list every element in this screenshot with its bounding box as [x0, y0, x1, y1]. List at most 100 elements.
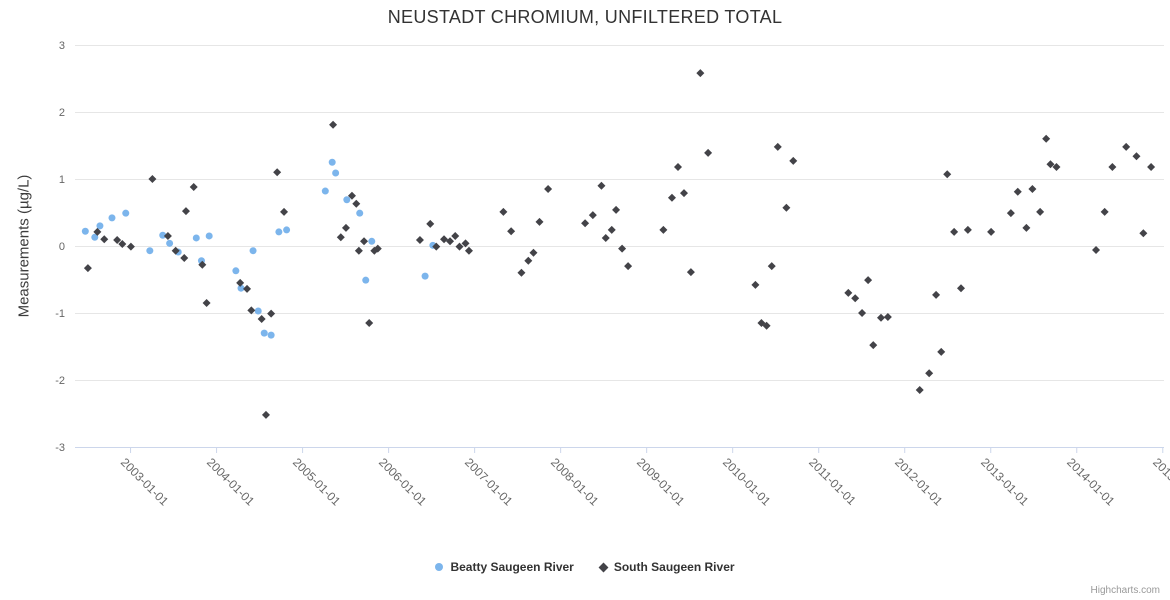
- data-point-series-1[interactable]: [1046, 160, 1055, 169]
- data-point-series-1[interactable]: [451, 231, 460, 240]
- data-point-series-1[interactable]: [524, 256, 533, 265]
- data-point-series-0[interactable]: [122, 209, 130, 217]
- data-point-series-1[interactable]: [956, 284, 965, 293]
- data-point-series-1[interactable]: [257, 315, 266, 324]
- data-point-series-1[interactable]: [236, 278, 245, 287]
- data-point-series-1[interactable]: [163, 231, 172, 240]
- data-point-series-1[interactable]: [243, 284, 252, 293]
- data-point-series-1[interactable]: [925, 369, 934, 378]
- data-point-series-1[interactable]: [883, 313, 892, 322]
- data-point-series-1[interactable]: [601, 233, 610, 242]
- data-point-series-0[interactable]: [205, 232, 213, 240]
- data-point-series-1[interactable]: [354, 246, 363, 255]
- data-point-series-0[interactable]: [332, 169, 340, 177]
- data-point-series-1[interactable]: [267, 309, 276, 318]
- data-point-series-1[interactable]: [1028, 185, 1037, 194]
- data-point-series-0[interactable]: [275, 228, 283, 236]
- data-point-series-1[interactable]: [963, 225, 972, 234]
- data-point-series-1[interactable]: [581, 219, 590, 228]
- data-point-series-0[interactable]: [362, 276, 370, 284]
- data-point-series-1[interactable]: [432, 242, 441, 251]
- data-point-series-0[interactable]: [237, 284, 245, 292]
- data-point-series-1[interactable]: [118, 239, 127, 248]
- data-point-series-0[interactable]: [91, 233, 99, 241]
- data-point-series-1[interactable]: [373, 244, 382, 253]
- data-point-series-1[interactable]: [100, 235, 109, 244]
- data-point-series-1[interactable]: [667, 193, 676, 202]
- data-point-series-1[interactable]: [686, 268, 695, 277]
- data-point-series-0[interactable]: [232, 267, 240, 275]
- data-point-series-1[interactable]: [624, 262, 633, 271]
- data-point-series-1[interactable]: [365, 319, 374, 328]
- data-point-series-1[interactable]: [950, 227, 959, 236]
- data-point-series-1[interactable]: [767, 262, 776, 271]
- data-point-series-1[interactable]: [782, 203, 791, 212]
- data-point-series-1[interactable]: [202, 298, 211, 307]
- data-point-series-1[interactable]: [1006, 209, 1015, 218]
- data-point-series-1[interactable]: [415, 235, 424, 244]
- data-point-series-0[interactable]: [146, 247, 154, 255]
- data-point-series-1[interactable]: [1139, 229, 1148, 238]
- data-point-series-1[interactable]: [352, 199, 361, 208]
- data-point-series-1[interactable]: [535, 217, 544, 226]
- data-point-series-1[interactable]: [858, 309, 867, 317]
- data-point-series-0[interactable]: [267, 331, 275, 339]
- data-point-series-1[interactable]: [762, 321, 771, 330]
- data-point-series-1[interactable]: [83, 264, 92, 273]
- data-point-series-0[interactable]: [81, 227, 89, 235]
- data-point-series-1[interactable]: [426, 219, 435, 228]
- data-point-series-1[interactable]: [198, 260, 207, 269]
- data-point-series-0[interactable]: [356, 209, 364, 217]
- data-point-series-0[interactable]: [260, 329, 268, 337]
- data-point-series-1[interactable]: [440, 235, 449, 244]
- data-point-series-0[interactable]: [368, 237, 376, 245]
- data-point-series-0[interactable]: [159, 231, 167, 239]
- legend-item-beatty-saugeen-river[interactable]: Beatty Saugeen River: [435, 560, 574, 574]
- data-point-series-1[interactable]: [588, 211, 597, 220]
- data-point-series-1[interactable]: [171, 246, 180, 255]
- data-point-series-1[interactable]: [148, 175, 157, 183]
- data-point-series-0[interactable]: [254, 307, 262, 315]
- data-point-series-1[interactable]: [597, 181, 606, 190]
- data-point-series-1[interactable]: [1122, 142, 1131, 151]
- data-point-series-0[interactable]: [108, 214, 116, 222]
- data-point-series-0[interactable]: [249, 247, 257, 255]
- data-point-series-0[interactable]: [166, 239, 174, 247]
- data-point-series-1[interactable]: [1013, 187, 1022, 196]
- data-point-series-1[interactable]: [1100, 207, 1109, 216]
- data-point-series-0[interactable]: [192, 234, 200, 242]
- data-point-series-1[interactable]: [789, 156, 798, 165]
- data-point-series-1[interactable]: [93, 227, 102, 236]
- highcharts-credits-link[interactable]: Highcharts.com: [1090, 585, 1160, 596]
- data-point-series-1[interactable]: [280, 207, 289, 216]
- data-point-series-1[interactable]: [943, 170, 952, 179]
- data-point-series-0[interactable]: [328, 158, 336, 166]
- data-point-series-0[interactable]: [283, 226, 291, 234]
- data-point-series-1[interactable]: [659, 225, 668, 234]
- data-point-series-1[interactable]: [751, 280, 760, 289]
- data-point-series-1[interactable]: [499, 207, 508, 216]
- data-point-series-1[interactable]: [844, 288, 853, 297]
- data-point-series-1[interactable]: [113, 235, 122, 244]
- data-point-series-1[interactable]: [517, 268, 526, 277]
- data-point-series-1[interactable]: [347, 191, 356, 200]
- data-point-series-1[interactable]: [869, 341, 878, 350]
- data-point-series-1[interactable]: [851, 294, 860, 303]
- data-point-series-1[interactable]: [329, 120, 338, 129]
- data-point-series-0[interactable]: [321, 187, 329, 195]
- data-point-series-1[interactable]: [704, 148, 713, 157]
- data-point-series-1[interactable]: [987, 227, 996, 236]
- data-point-series-1[interactable]: [529, 248, 538, 257]
- data-point-series-1[interactable]: [915, 386, 924, 395]
- data-point-series-1[interactable]: [607, 225, 616, 234]
- data-point-series-1[interactable]: [1092, 246, 1101, 255]
- data-point-series-1[interactable]: [618, 244, 627, 253]
- data-point-series-1[interactable]: [247, 306, 256, 315]
- data-point-series-1[interactable]: [273, 168, 282, 177]
- data-point-series-1[interactable]: [446, 237, 455, 246]
- data-point-series-1[interactable]: [696, 69, 705, 78]
- data-point-series-1[interactable]: [461, 239, 470, 248]
- data-point-series-1[interactable]: [673, 162, 682, 171]
- data-point-series-1[interactable]: [1022, 223, 1031, 232]
- data-point-series-1[interactable]: [341, 223, 350, 232]
